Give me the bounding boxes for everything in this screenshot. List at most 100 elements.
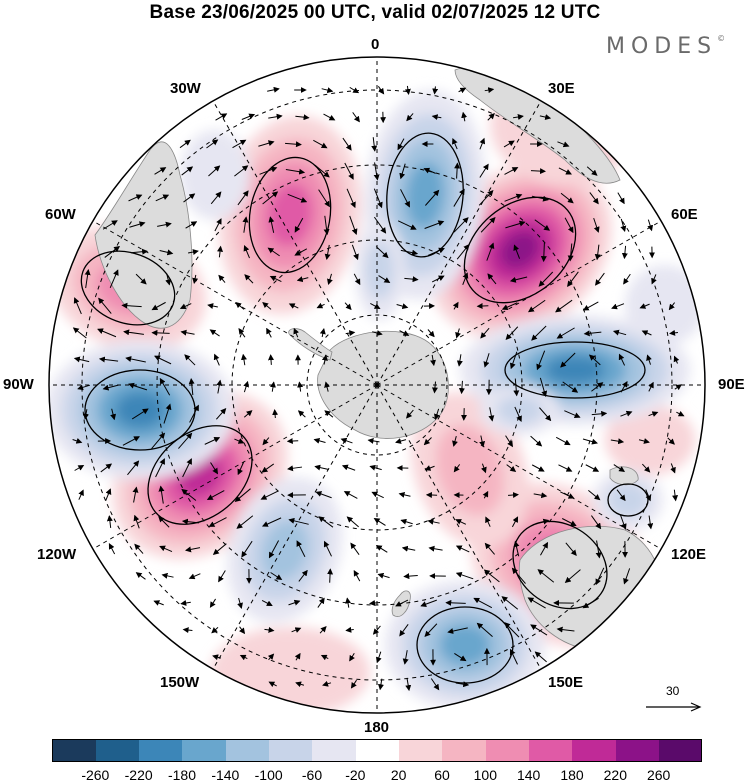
wind-vector-arrow bbox=[127, 460, 140, 476]
wind-vector-arrow bbox=[473, 597, 493, 609]
wind-vector-arrow bbox=[590, 515, 602, 530]
wind-vector-arrow bbox=[560, 352, 576, 368]
wind-vector-arrow bbox=[397, 220, 417, 230]
wind-vector-arrow bbox=[558, 464, 573, 472]
wind-vector-arrow bbox=[346, 516, 359, 528]
wind-vector-arrow bbox=[455, 681, 470, 688]
wind-vector-arrow bbox=[454, 162, 461, 179]
wind-vector-arrow bbox=[183, 193, 196, 203]
wind-vector-arrow bbox=[484, 542, 495, 555]
wind-vector-arrow bbox=[402, 650, 409, 665]
wind-vector-arrow bbox=[530, 168, 547, 175]
wind-vector-arrow bbox=[611, 303, 625, 310]
wind-vector-arrow bbox=[288, 599, 301, 606]
meridian-line bbox=[376, 384, 662, 550]
anomaly-contour-fill bbox=[180, 130, 250, 220]
longitude-label-30w: 30W bbox=[170, 80, 201, 97]
wind-vector-arrow bbox=[237, 597, 243, 609]
wind-vector-arrow bbox=[234, 438, 245, 444]
wind-vector-arrow bbox=[185, 546, 201, 553]
wind-vector-arrow bbox=[319, 328, 326, 338]
wind-vector-arrow bbox=[291, 627, 302, 633]
wind-vector-arrow bbox=[610, 438, 625, 445]
wind-vector-arrow bbox=[623, 273, 631, 285]
colorbar-tick-label: -180 bbox=[167, 767, 197, 783]
meridian-line bbox=[212, 384, 378, 670]
meridian-line bbox=[376, 384, 542, 670]
wind-vector-arrow bbox=[268, 540, 280, 559]
wind-vector-arrow bbox=[98, 356, 119, 363]
wind-vector-arrow bbox=[527, 597, 546, 609]
wind-vector-arrow bbox=[530, 435, 543, 447]
wind-vector-arrow bbox=[375, 651, 382, 664]
colorbar-swatch bbox=[615, 739, 660, 762]
anomaly-contour-fill bbox=[607, 482, 649, 518]
wind-vector-arrow bbox=[327, 568, 334, 583]
colorbar-swatch bbox=[658, 739, 703, 762]
wind-vector-arrow bbox=[353, 569, 361, 582]
wind-vector-arrow bbox=[621, 245, 628, 260]
wind-vector-arrow bbox=[589, 192, 599, 205]
wind-vector-arrow bbox=[268, 354, 274, 365]
wind-vector-arrow bbox=[484, 87, 495, 94]
wind-vector-arrow bbox=[110, 408, 117, 421]
wind-vector-arrow bbox=[345, 626, 354, 633]
wind-vector-arrow bbox=[455, 519, 467, 525]
wind-vector-arrow bbox=[404, 85, 411, 96]
wind-vector-arrow bbox=[157, 221, 172, 228]
wind-vector-arrow bbox=[288, 517, 309, 525]
anomaly-contour-fill bbox=[545, 355, 605, 385]
wind-vector-arrow bbox=[531, 464, 545, 472]
wind-vector-arrow bbox=[453, 217, 469, 233]
wind-vector-arrow bbox=[506, 464, 517, 472]
wind-vector-arrow bbox=[327, 273, 333, 286]
colorbar-swatch bbox=[398, 739, 443, 762]
wind-vector-arrow bbox=[129, 221, 146, 228]
wind-vector-arrow bbox=[343, 491, 358, 499]
wind-vector-arrow bbox=[455, 545, 470, 553]
wind-vector-arrow bbox=[560, 491, 575, 499]
wind-vector-arrow bbox=[586, 166, 598, 176]
wind-vector-arrow bbox=[423, 167, 436, 174]
wind-vector-arrow bbox=[377, 572, 390, 579]
wind-vector-arrow bbox=[106, 515, 113, 528]
wind-vector-arrow bbox=[431, 114, 442, 121]
wind-vector-arrow bbox=[188, 249, 199, 255]
colorbar-tick-label: 100 bbox=[473, 767, 497, 783]
wind-vector-arrow bbox=[151, 301, 166, 311]
wind-vector-arrow bbox=[641, 463, 651, 473]
wind-vector-arrow bbox=[154, 355, 172, 365]
wind-vector-arrow bbox=[77, 384, 91, 391]
wind-vector-arrow bbox=[341, 464, 356, 471]
colorbar-tick-label: -140 bbox=[211, 767, 240, 783]
wind-vector-arrow bbox=[504, 622, 520, 638]
wind-vector-arrow bbox=[620, 218, 627, 233]
wind-vector-arrow bbox=[367, 437, 380, 444]
wind-vector-arrow bbox=[316, 302, 325, 309]
wind-vector-arrow bbox=[673, 355, 680, 364]
wind-vector-arrow bbox=[565, 542, 577, 556]
wind-vector-arrow bbox=[583, 330, 602, 337]
wind-vector-arrow bbox=[351, 244, 359, 261]
wind-vector-arrow bbox=[100, 463, 113, 473]
wind-vector-arrow bbox=[595, 272, 605, 286]
map-boundary bbox=[48, 56, 706, 714]
wind-vector-arrow bbox=[349, 86, 360, 94]
wind-vector-arrow bbox=[538, 271, 554, 287]
wind-vector-arrow bbox=[213, 353, 220, 366]
wind-vector-arrow bbox=[324, 410, 334, 418]
wind-vector-arrow bbox=[501, 596, 519, 610]
wind-vector-arrow bbox=[212, 654, 222, 661]
wind-vector-arrow bbox=[319, 626, 327, 634]
wind-vector-arrow bbox=[352, 112, 360, 123]
wind-vector-arrow bbox=[159, 545, 173, 553]
wind-vector-arrow bbox=[582, 301, 599, 311]
wind-vector-arrow bbox=[243, 244, 250, 259]
meridian-line bbox=[92, 220, 378, 386]
wind-vector-arrow bbox=[582, 597, 599, 609]
wind-vector-arrow bbox=[294, 652, 301, 661]
colorbar-swatch bbox=[355, 739, 400, 762]
wind-vector-arrow bbox=[259, 166, 278, 175]
wind-vector-arrow bbox=[618, 353, 626, 366]
